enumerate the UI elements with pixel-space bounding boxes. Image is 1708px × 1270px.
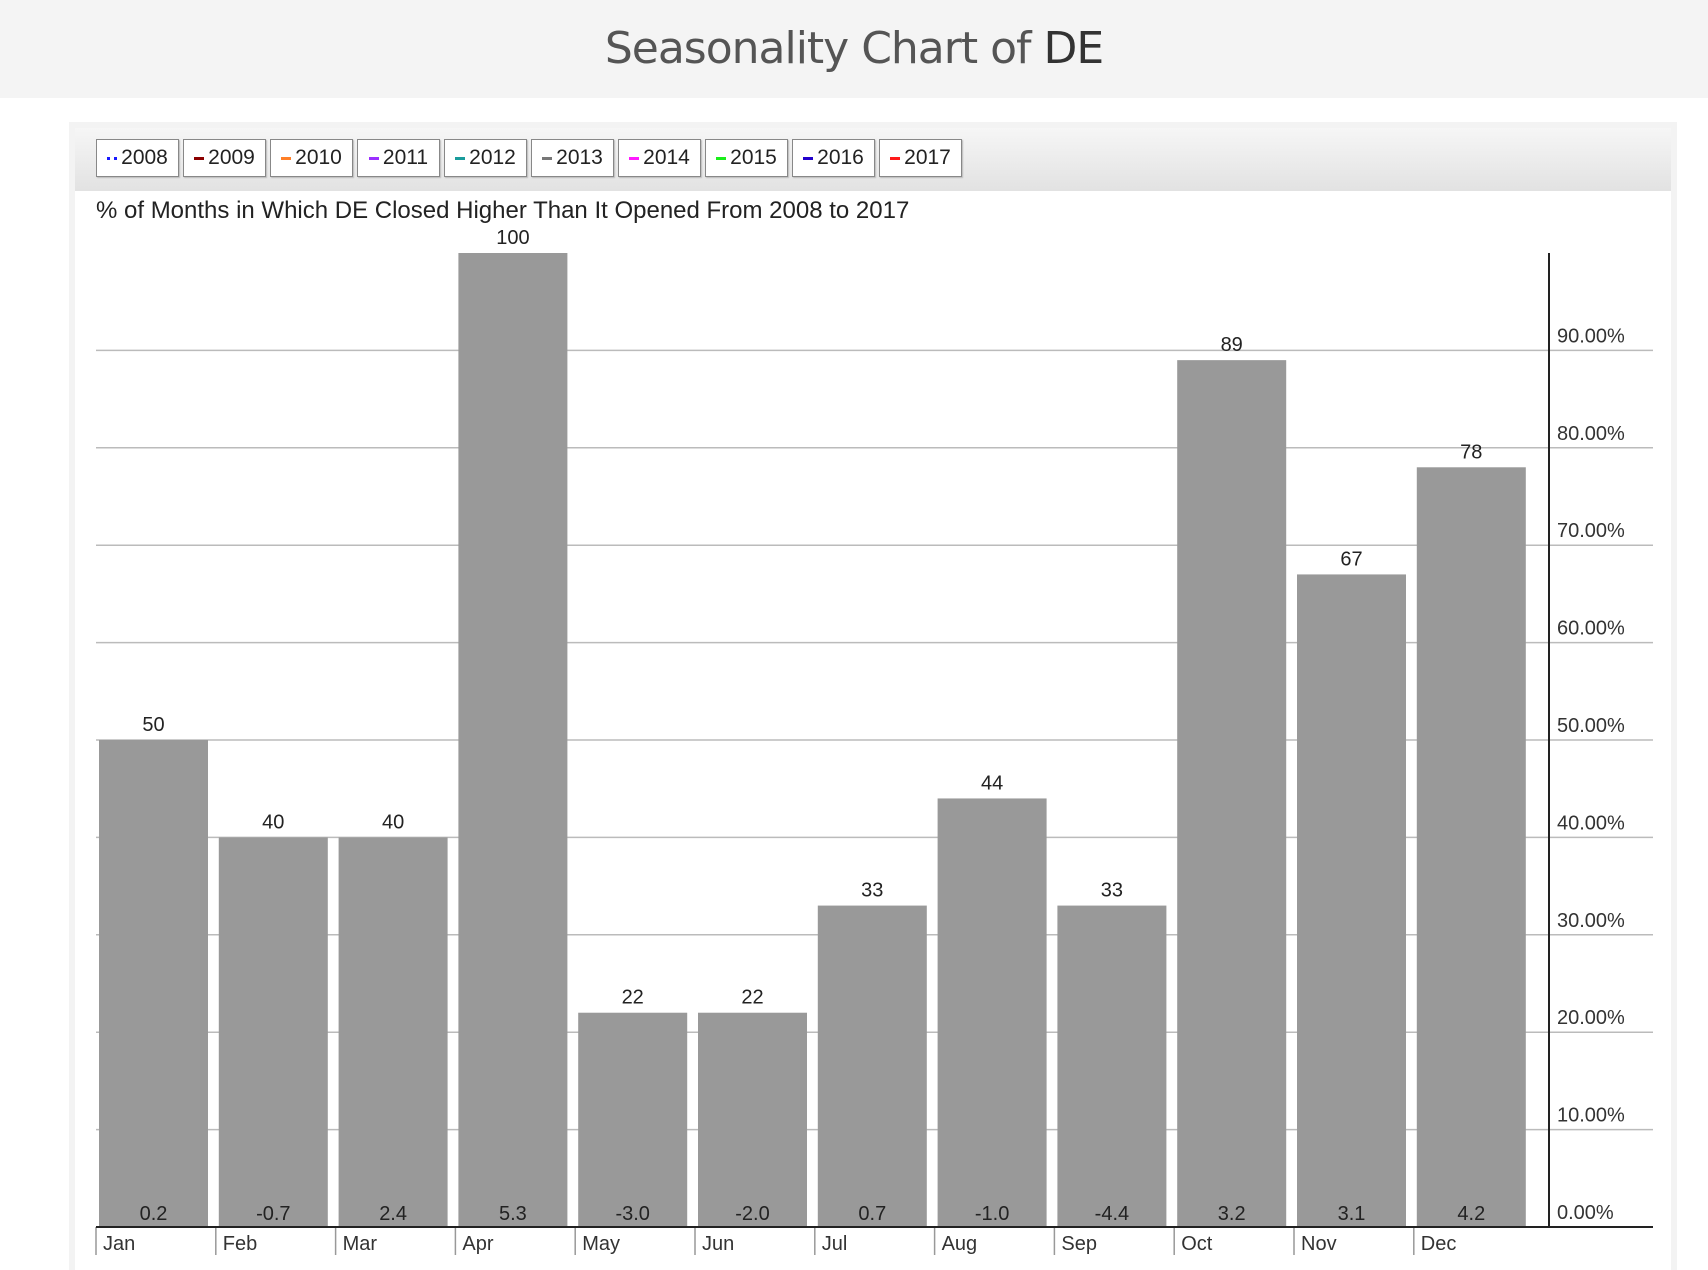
- avg-change-label: 4.2: [1457, 1203, 1485, 1225]
- bar-dec: [1416, 467, 1526, 1227]
- bar-value-label: 33: [1101, 880, 1123, 902]
- avg-change-label: -3.0: [615, 1203, 649, 1225]
- legend-label: 2008: [121, 146, 168, 169]
- y-tick-label: 40.00%: [1557, 812, 1625, 834]
- legend-label: 2012: [469, 146, 516, 169]
- avg-change-label: -4.4: [1095, 1203, 1129, 1225]
- avg-change-label: 2.4: [379, 1203, 407, 1225]
- bar-value-label: 22: [741, 987, 763, 1009]
- legend-swatch-icon: [107, 156, 118, 160]
- legend-swatch-icon: [194, 156, 205, 160]
- bar-sep: [1057, 905, 1167, 1227]
- bar-apr: [458, 253, 568, 1227]
- avg-change-label: -2.0: [735, 1203, 769, 1225]
- legend-swatch-icon: [542, 156, 553, 160]
- y-tick-label: 20.00%: [1557, 1007, 1625, 1029]
- y-tick-label: 70.00%: [1557, 520, 1625, 542]
- legend-swatch-icon: [281, 156, 292, 160]
- y-tick-label: 90.00%: [1557, 325, 1625, 347]
- legend-swatch-icon: [716, 156, 727, 160]
- bar-value-label: 40: [382, 811, 404, 833]
- y-tick-label: 50.00%: [1557, 715, 1625, 737]
- bar-value-label: 89: [1221, 334, 1243, 356]
- title-prefix: Seasonality Chart of: [604, 23, 1044, 74]
- x-tick-label: May: [582, 1233, 620, 1255]
- x-tick-label: Oct: [1181, 1233, 1213, 1255]
- bar-mar: [338, 837, 448, 1227]
- legend-swatch-icon: [890, 156, 901, 160]
- y-tick-label: 10.00%: [1557, 1105, 1625, 1127]
- avg-change-label: -1.0: [975, 1203, 1009, 1225]
- title-symbol: DE: [1043, 23, 1105, 74]
- legend: 2008 2009 2010 2011 2012 2013 2014 2015 2016 2017: [96, 139, 966, 177]
- legend-label: 2011: [382, 146, 429, 169]
- legend-item-2010[interactable]: 2010: [270, 139, 353, 177]
- bar-aug: [937, 798, 1047, 1227]
- page-header: Seasonality Chart of DE: [0, 0, 1708, 98]
- legend-item-2016[interactable]: 2016: [792, 139, 875, 177]
- legend-item-2014[interactable]: 2014: [618, 139, 701, 177]
- bar-value-label: 33: [861, 880, 883, 902]
- legend-item-2017[interactable]: 2017: [879, 139, 962, 177]
- avg-change-label: 3.1: [1338, 1203, 1366, 1225]
- avg-change-label: 5.3: [499, 1203, 527, 1225]
- avg-change-label: 3.2: [1218, 1203, 1246, 1225]
- legend-swatch-icon: [629, 156, 640, 160]
- legend-item-2013[interactable]: 2013: [531, 139, 614, 177]
- x-tick-label: Feb: [223, 1233, 257, 1255]
- x-tick-label: Aug: [942, 1233, 978, 1255]
- bar-value-label: 22: [622, 987, 644, 1009]
- y-tick-label: 0.00%: [1557, 1202, 1614, 1224]
- x-tick-label: Jun: [702, 1233, 734, 1255]
- bar-jul: [817, 905, 927, 1227]
- x-tick-label: Nov: [1301, 1233, 1337, 1255]
- chart-title: % of Months in Which DE Closed Higher Th…: [96, 197, 910, 224]
- legend-item-2015[interactable]: 2015: [705, 139, 788, 177]
- legend-swatch-icon: [803, 156, 814, 160]
- legend-swatch-icon: [455, 156, 466, 160]
- bar-value-label: 44: [981, 772, 1003, 794]
- bar-jun: [698, 1012, 807, 1227]
- y-tick-label: 60.00%: [1557, 618, 1625, 640]
- y-tick-label: 80.00%: [1557, 423, 1625, 445]
- bar-may: [578, 1012, 688, 1227]
- bar-value-label: 40: [262, 811, 284, 833]
- bar-value-label: 78: [1460, 441, 1482, 463]
- bar-value-label: 50: [142, 714, 164, 736]
- legend-label: 2009: [208, 146, 255, 169]
- bar-value-label: 100: [496, 227, 529, 249]
- page-title: Seasonality Chart of DE: [0, 0, 1708, 98]
- legend-item-2009[interactable]: 2009: [183, 139, 266, 177]
- legend-swatch-icon: [368, 156, 379, 160]
- bar-oct: [1177, 360, 1287, 1227]
- y-tick-label: 30.00%: [1557, 910, 1625, 932]
- x-tick-label: Dec: [1421, 1233, 1457, 1255]
- legend-label: 2014: [643, 146, 690, 169]
- bar-jan: [99, 740, 208, 1227]
- legend-label: 2017: [904, 146, 951, 169]
- x-tick-label: Jul: [822, 1233, 848, 1255]
- legend-label: 2010: [295, 146, 342, 169]
- legend-label: 2016: [817, 146, 864, 169]
- bar-value-label: 67: [1340, 548, 1362, 570]
- avg-change-label: 0.7: [858, 1203, 886, 1225]
- bar-feb: [218, 837, 328, 1227]
- avg-change-label: -0.7: [256, 1203, 290, 1225]
- legend-label: 2013: [556, 146, 603, 169]
- x-tick-label: Sep: [1061, 1233, 1097, 1255]
- legend-item-2008[interactable]: 2008: [96, 139, 179, 177]
- x-tick-label: Jan: [103, 1233, 135, 1255]
- x-tick-label: Apr: [462, 1233, 493, 1255]
- legend-label: 2015: [730, 146, 777, 169]
- avg-change-label: 0.2: [140, 1203, 168, 1225]
- bar-nov: [1297, 574, 1406, 1227]
- legend-item-2012[interactable]: 2012: [444, 139, 527, 177]
- legend-band: 2008 2009 2010 2011 2012 2013 2014 2015 2016 2017: [75, 128, 1671, 191]
- x-tick-label: Mar: [343, 1233, 378, 1255]
- legend-item-2011[interactable]: 2011: [357, 139, 440, 177]
